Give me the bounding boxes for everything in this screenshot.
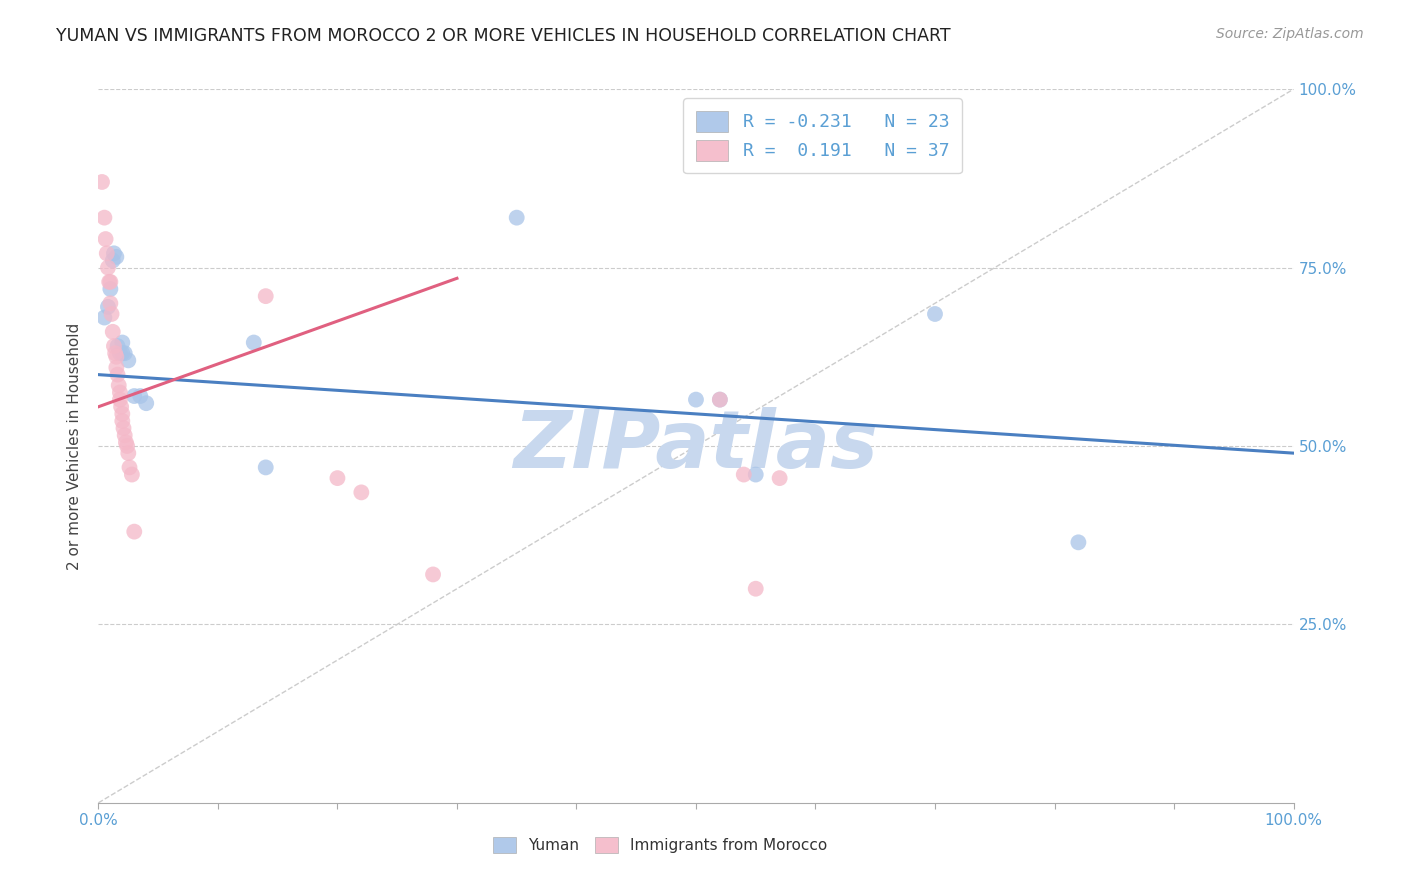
Point <box>103 339 125 353</box>
Point <box>685 392 707 407</box>
Point <box>350 485 373 500</box>
Point <box>254 460 277 475</box>
Legend: Yuman, Immigrants from Morocco: Yuman, Immigrants from Morocco <box>486 831 834 859</box>
Point <box>104 346 127 360</box>
Point <box>117 353 139 368</box>
Point <box>745 582 768 596</box>
Point <box>111 335 134 350</box>
Point <box>768 471 790 485</box>
Point <box>114 428 136 442</box>
Text: YUMAN VS IMMIGRANTS FROM MOROCCO 2 OR MORE VEHICLES IN HOUSEHOLD CORRELATION CHA: YUMAN VS IMMIGRANTS FROM MOROCCO 2 OR MO… <box>56 27 950 45</box>
Point <box>114 346 136 360</box>
Text: Source: ZipAtlas.com: Source: ZipAtlas.com <box>1216 27 1364 41</box>
Point <box>105 350 128 364</box>
Point <box>111 407 134 421</box>
Point <box>117 446 139 460</box>
Point <box>91 175 114 189</box>
Point <box>326 471 349 485</box>
Point <box>97 260 120 275</box>
Point <box>107 339 129 353</box>
Point <box>1067 535 1090 549</box>
Point <box>107 368 129 382</box>
Point <box>105 250 128 264</box>
Point <box>121 467 143 482</box>
Point <box>108 385 131 400</box>
Point <box>98 275 121 289</box>
Point <box>98 275 122 289</box>
Point <box>103 246 125 260</box>
Point <box>135 396 157 410</box>
Point <box>709 392 731 407</box>
Point <box>115 435 138 450</box>
Point <box>108 392 131 407</box>
Point <box>107 378 129 392</box>
Point <box>101 253 124 268</box>
Y-axis label: 2 or more Vehicles in Household: 2 or more Vehicles in Household <box>67 322 83 570</box>
Point <box>98 296 122 310</box>
Point <box>115 439 138 453</box>
Point <box>124 389 146 403</box>
Point <box>124 524 146 539</box>
Point <box>94 232 117 246</box>
Point <box>254 289 277 303</box>
Point <box>98 282 122 296</box>
Point <box>110 400 132 414</box>
Point <box>924 307 946 321</box>
Point <box>93 211 115 225</box>
Point <box>118 460 141 475</box>
Point <box>112 421 135 435</box>
Point <box>111 346 134 360</box>
Point <box>733 467 755 482</box>
Point <box>97 300 120 314</box>
Point <box>105 360 128 375</box>
Text: ZIPatlas: ZIPatlas <box>513 407 879 485</box>
Point <box>422 567 444 582</box>
Point <box>101 325 124 339</box>
Point <box>506 211 529 225</box>
Point <box>108 346 131 360</box>
Point <box>129 389 152 403</box>
Point <box>100 307 122 321</box>
Point <box>111 414 134 428</box>
Point <box>243 335 266 350</box>
Point <box>709 392 731 407</box>
Point <box>96 246 118 260</box>
Point <box>93 310 115 325</box>
Point <box>745 467 768 482</box>
